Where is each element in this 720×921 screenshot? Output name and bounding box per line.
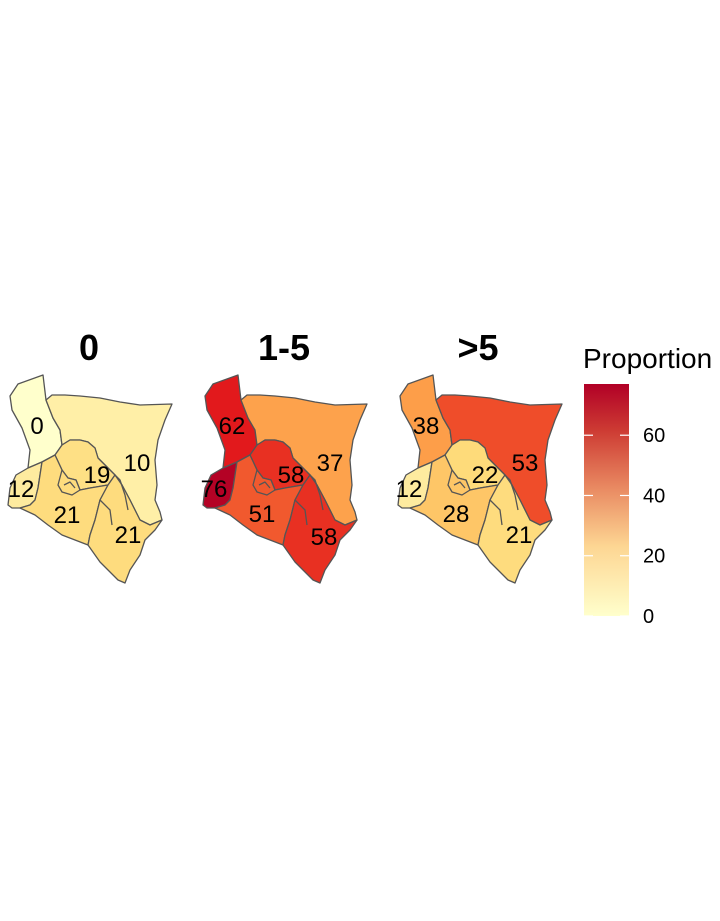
county-boundary-line: [447, 469, 519, 526]
map-panel-1: 1-5 62 37 58 76 51 58: [201, 327, 368, 584]
map-panel-2: >5 38 53 22 12 28 21: [396, 327, 563, 584]
region-label: 10: [124, 450, 151, 477]
region-label: 12: [8, 476, 35, 503]
panel-title: >5: [457, 327, 498, 368]
region-label: 28: [443, 501, 470, 528]
region-label: 21: [506, 522, 533, 549]
region-label: 58: [311, 524, 338, 551]
legend-title: Proportion: [583, 343, 712, 374]
region-southeast: [477, 474, 553, 584]
legend-tick-label: 0: [643, 606, 654, 628]
legend-ticks: [584, 434, 629, 617]
region-label: 38: [413, 413, 440, 440]
region-label: 12: [396, 476, 423, 503]
color-legend: Proportion 0 20 40 60: [583, 343, 712, 628]
region-southeast: [87, 474, 163, 584]
legend-tick-label: 60: [643, 425, 665, 447]
region-label: 0: [30, 413, 43, 440]
legend-colorbar: [584, 384, 629, 616]
region-label: 62: [219, 413, 246, 440]
county-boundary-line: [57, 469, 129, 526]
county-boundary-line: [252, 469, 324, 526]
legend-tick-label: 40: [643, 485, 665, 507]
region-label: 37: [317, 450, 344, 477]
region-label: 21: [54, 502, 81, 529]
region-southeast: [282, 474, 358, 584]
region-label: 58: [278, 462, 305, 489]
region-label: 76: [201, 476, 228, 503]
legend-tick-label: 20: [643, 546, 665, 568]
region-label: 21: [115, 522, 142, 549]
region-label: 19: [84, 462, 111, 489]
panel-title: 0: [79, 327, 99, 368]
region-label: 51: [249, 501, 276, 528]
legend-tick-labels: 0 20 40 60: [643, 425, 665, 628]
map-panel-0: 0 0 10 19 12 21 21: [7, 327, 173, 584]
panel-title: 1-5: [258, 327, 310, 368]
region-label: 22: [472, 462, 499, 489]
region-label: 53: [512, 450, 539, 477]
